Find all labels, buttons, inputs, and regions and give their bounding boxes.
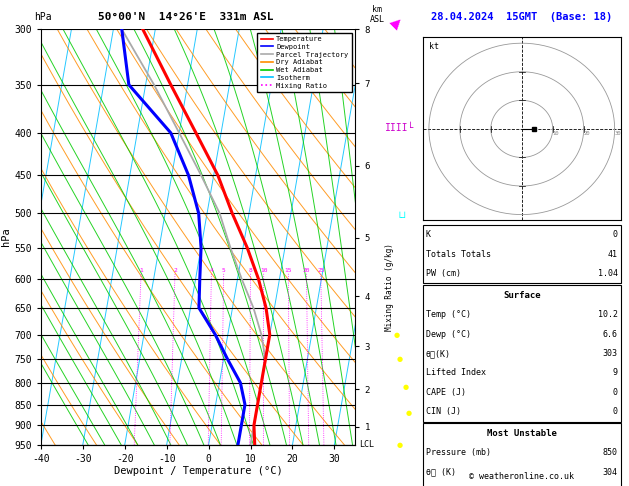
Text: ●: ● — [406, 410, 412, 416]
Text: 6.6: 6.6 — [603, 330, 618, 339]
Text: 5: 5 — [222, 268, 226, 273]
Text: 303: 303 — [603, 349, 618, 358]
Text: Pressure (mb): Pressure (mb) — [426, 448, 491, 457]
Text: Surface: Surface — [503, 291, 540, 300]
Text: IIII└: IIII└ — [385, 123, 414, 133]
Text: Most Unstable: Most Unstable — [487, 429, 557, 438]
Text: ●: ● — [393, 331, 399, 338]
Text: 50°00'N  14°26'E  331m ASL: 50°00'N 14°26'E 331m ASL — [97, 12, 274, 22]
Y-axis label: hPa: hPa — [1, 227, 11, 246]
Text: 0: 0 — [613, 407, 618, 417]
Text: hPa: hPa — [35, 12, 52, 22]
Text: ▶: ▶ — [387, 13, 405, 31]
Text: kt: kt — [429, 42, 439, 51]
Text: PW (cm): PW (cm) — [426, 269, 461, 278]
Text: CIN (J): CIN (J) — [426, 407, 461, 417]
Text: Mixing Ratio (g/kg): Mixing Ratio (g/kg) — [385, 243, 394, 331]
Text: km
ASL: km ASL — [370, 5, 385, 24]
Text: 30: 30 — [615, 131, 621, 136]
Text: Dewp (°C): Dewp (°C) — [426, 330, 471, 339]
Text: 1.04: 1.04 — [598, 269, 618, 278]
Text: LCL: LCL — [360, 440, 374, 449]
Text: θᴜ(K): θᴜ(K) — [426, 349, 451, 358]
Text: Totals Totals: Totals Totals — [426, 250, 491, 259]
Text: CAPE (J): CAPE (J) — [426, 388, 466, 397]
Text: 0: 0 — [613, 388, 618, 397]
Text: ●: ● — [403, 384, 409, 390]
Text: 304: 304 — [603, 468, 618, 477]
Text: 850: 850 — [603, 448, 618, 457]
Text: Temp (°C): Temp (°C) — [426, 310, 471, 319]
Text: 10: 10 — [260, 268, 267, 273]
Text: 1: 1 — [139, 268, 143, 273]
Text: 0: 0 — [613, 230, 618, 240]
Text: └┘: └┘ — [397, 213, 408, 223]
Text: 8: 8 — [248, 268, 252, 273]
Text: K: K — [426, 230, 431, 240]
Text: 20: 20 — [303, 268, 310, 273]
Legend: Temperature, Dewpoint, Parcel Trajectory, Dry Adiabat, Wet Adiabat, Isotherm, Mi: Temperature, Dewpoint, Parcel Trajectory… — [257, 33, 352, 92]
X-axis label: Dewpoint / Temperature (°C): Dewpoint / Temperature (°C) — [114, 467, 282, 476]
Text: ●: ● — [396, 356, 403, 363]
Text: 15: 15 — [284, 268, 292, 273]
Text: 25: 25 — [317, 268, 325, 273]
Text: 41: 41 — [608, 250, 618, 259]
Text: θᴜ (K): θᴜ (K) — [426, 468, 456, 477]
Text: © weatheronline.co.uk: © weatheronline.co.uk — [469, 472, 574, 481]
Text: 9: 9 — [613, 368, 618, 378]
Text: 28.04.2024  15GMT  (Base: 18): 28.04.2024 15GMT (Base: 18) — [431, 12, 613, 22]
Text: Lifted Index: Lifted Index — [426, 368, 486, 378]
Text: 2: 2 — [173, 268, 177, 273]
Text: ●: ● — [396, 442, 403, 448]
Text: 10.2: 10.2 — [598, 310, 618, 319]
Text: 10: 10 — [553, 131, 559, 136]
Text: 20: 20 — [584, 131, 590, 136]
Text: 4: 4 — [209, 268, 213, 273]
